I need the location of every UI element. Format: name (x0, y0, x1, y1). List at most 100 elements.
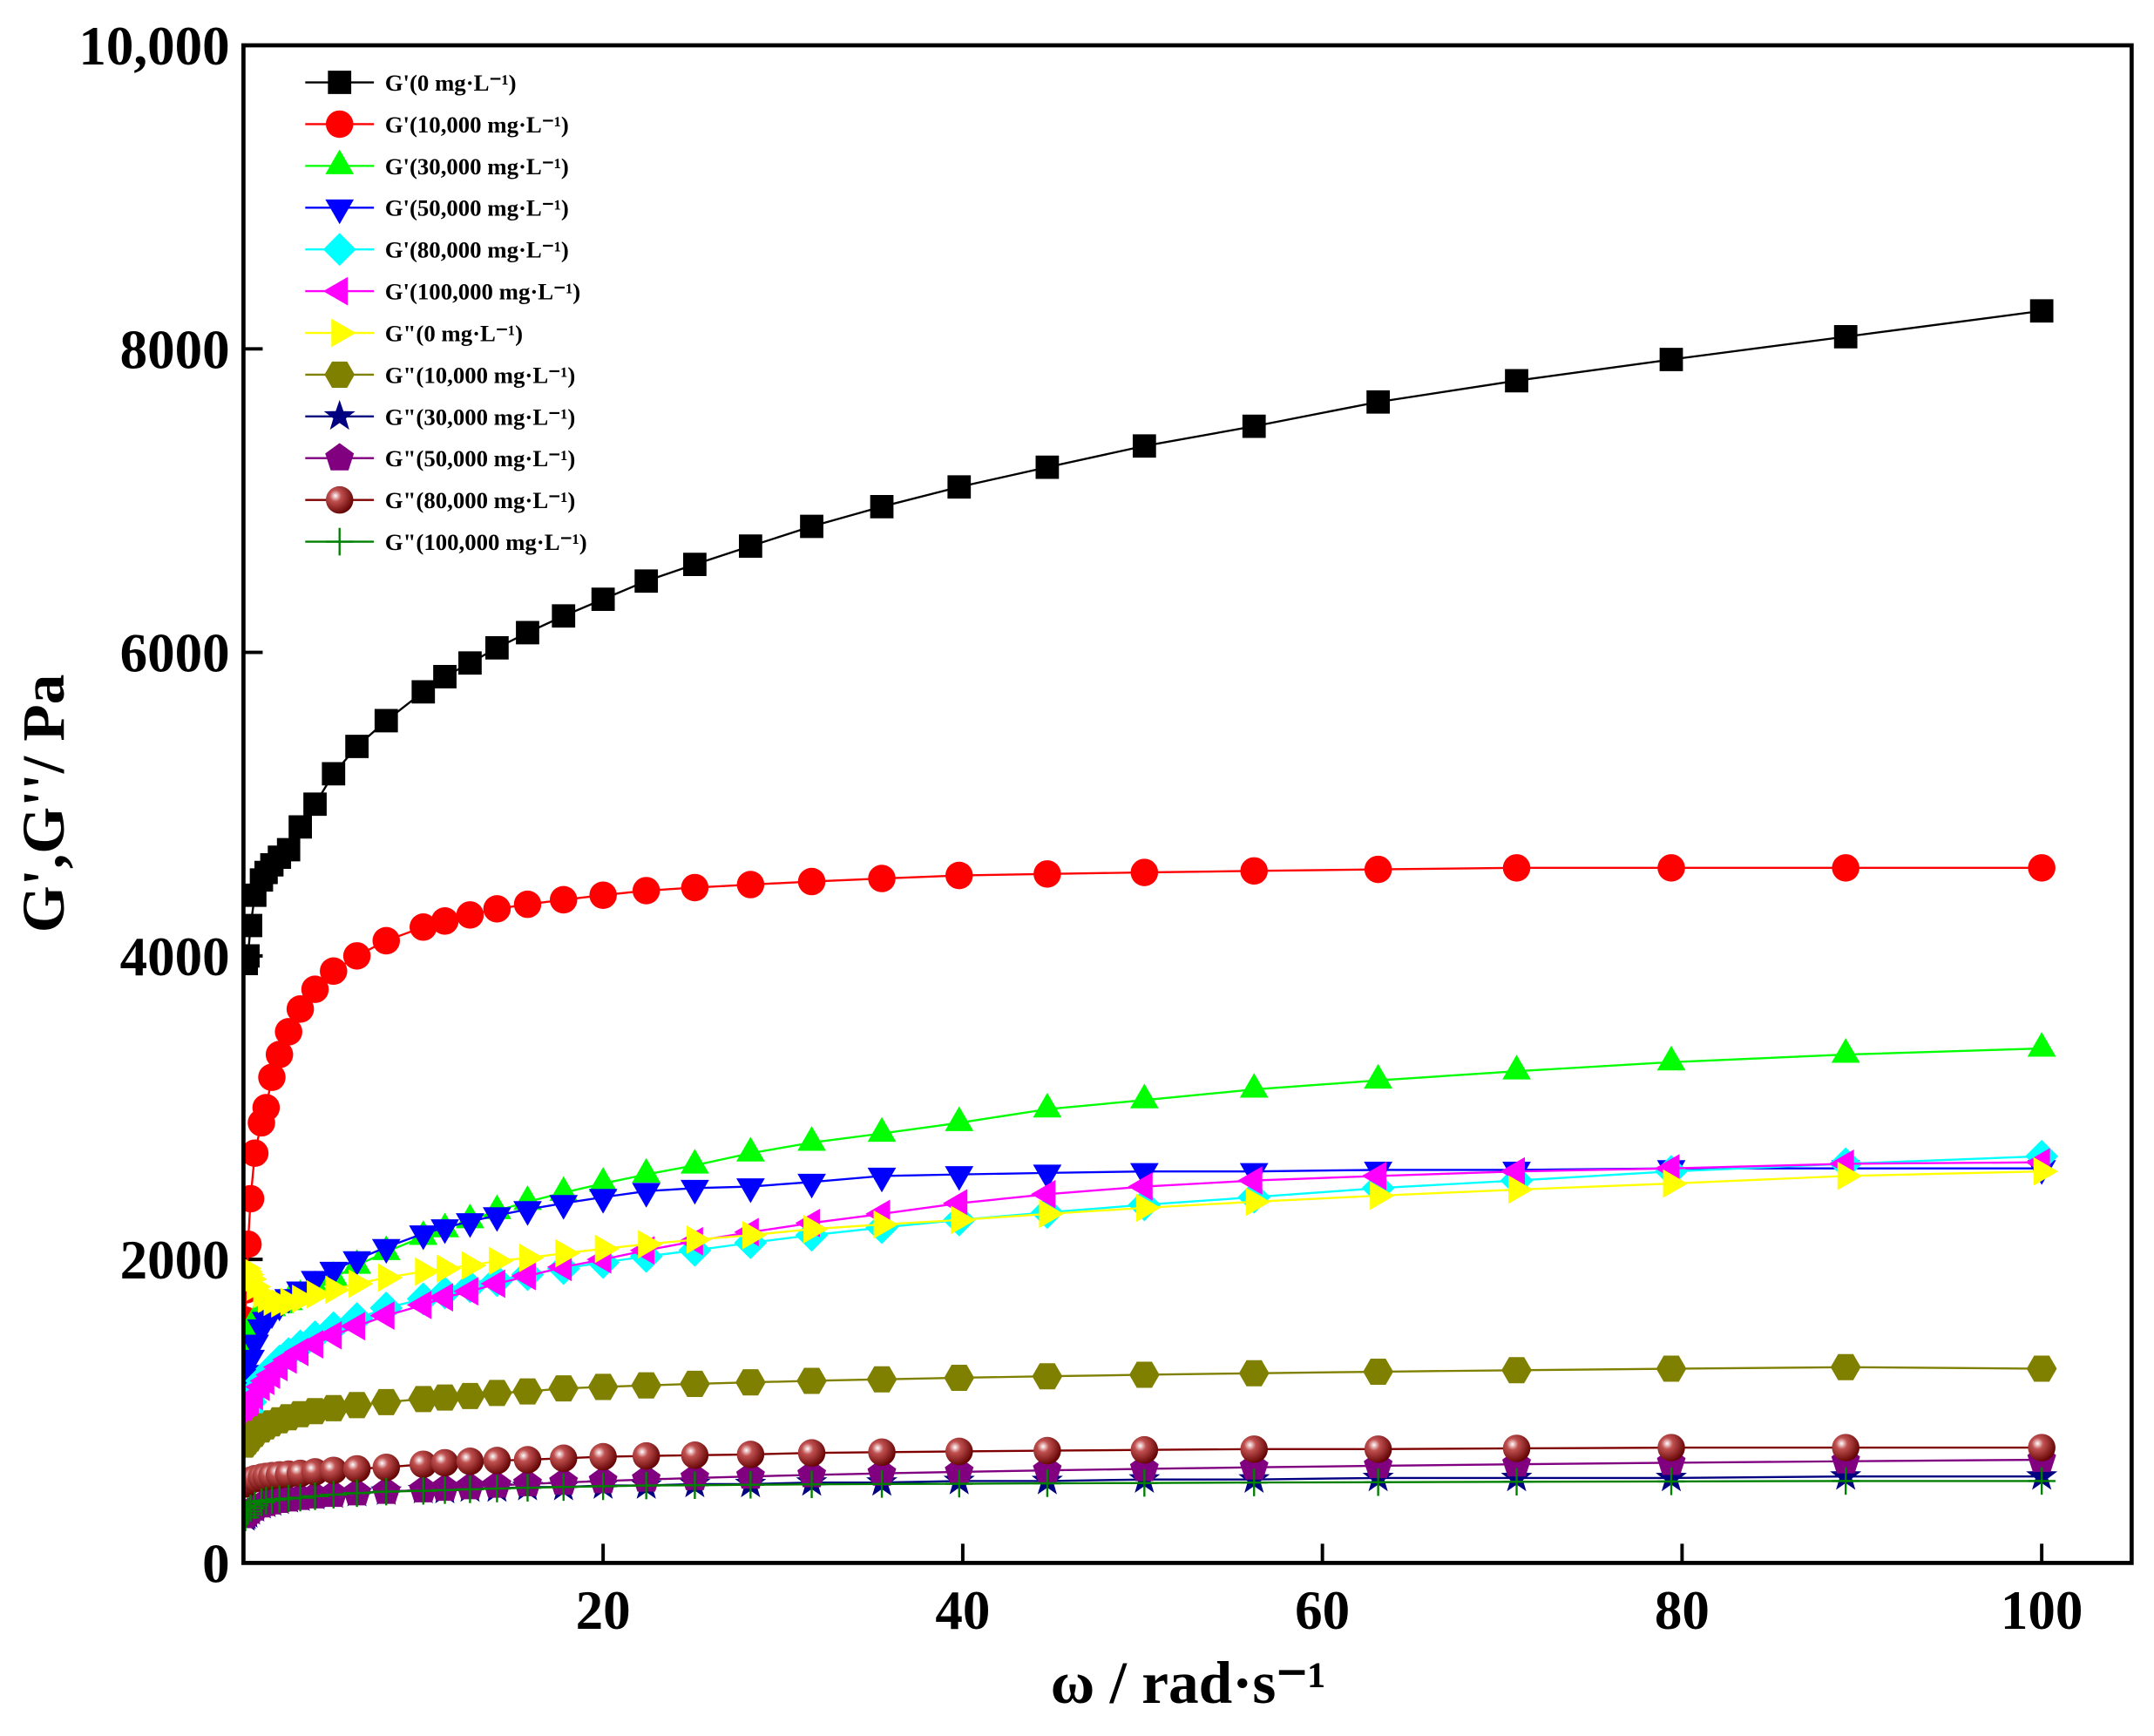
marker (1033, 860, 1061, 888)
legend-marker (324, 361, 356, 388)
legend-marker (331, 318, 356, 348)
marker (1240, 857, 1268, 885)
marker (369, 1301, 395, 1330)
legend-label: G'(50,000 mg·L⁻¹) (385, 195, 569, 221)
marker (1832, 854, 1859, 882)
y-tick-label: 8000 (120, 319, 230, 380)
marker (243, 1349, 265, 1375)
marker (951, 1205, 976, 1235)
y-tick-label: 6000 (120, 623, 230, 684)
marker (1240, 1468, 1268, 1496)
marker (797, 1173, 826, 1199)
legend-marker (322, 233, 356, 267)
marker (868, 1470, 896, 1498)
marker (433, 665, 457, 688)
marker (410, 1450, 437, 1478)
marker (480, 1269, 505, 1299)
marker (797, 1126, 826, 1151)
marker (868, 1438, 896, 1467)
marker (519, 1244, 545, 1272)
marker (437, 1254, 462, 1283)
marker (736, 1136, 765, 1162)
marker (587, 1373, 619, 1400)
legend-label: G"(30,000 mg·L⁻¹) (385, 403, 576, 430)
marker (797, 867, 826, 896)
marker (342, 1392, 372, 1419)
series (243, 1434, 2056, 1498)
marker (796, 1367, 827, 1394)
marker (2028, 1467, 2056, 1495)
marker (430, 1476, 459, 1504)
marker (243, 913, 262, 938)
legend-label: G"(50,000 mg·L⁻¹) (385, 445, 576, 471)
marker (370, 1388, 402, 1415)
marker (485, 635, 509, 660)
marker (1032, 1363, 1063, 1390)
marker (632, 1183, 661, 1208)
marker (1657, 854, 1685, 882)
marker (409, 1225, 438, 1251)
marker (411, 680, 436, 704)
marker (428, 1283, 453, 1312)
marker (483, 895, 511, 923)
legend-label: G"(80,000 mg·L⁻¹) (385, 487, 576, 513)
x-tick-label: 80 (1655, 1580, 1710, 1641)
marker (549, 1176, 579, 1201)
marker (243, 1230, 262, 1258)
marker (1128, 1361, 1160, 1388)
marker (298, 1330, 323, 1360)
marker (1366, 390, 1391, 414)
marker (742, 1220, 768, 1250)
marker (736, 1178, 765, 1204)
marker (292, 1285, 317, 1313)
marker (349, 1269, 374, 1299)
marker (2033, 1156, 2059, 1186)
marker (430, 1219, 459, 1244)
marker (1502, 1434, 1531, 1462)
series (243, 1148, 2050, 1436)
marker (870, 495, 894, 519)
marker (549, 1444, 578, 1473)
marker (455, 1382, 485, 1409)
marker (243, 1184, 265, 1213)
marker (307, 1279, 332, 1309)
marker (1656, 1045, 1686, 1071)
marker (736, 1470, 765, 1499)
marker (632, 877, 660, 905)
marker (1240, 1435, 1268, 1463)
marker (483, 1447, 511, 1475)
marker (372, 1477, 401, 1506)
marker (1364, 1063, 1392, 1089)
y-tick-label: 10,000 (78, 16, 229, 77)
marker (243, 944, 260, 968)
marker (456, 901, 484, 929)
marker (1245, 1187, 1271, 1217)
marker (1833, 324, 1858, 349)
marker (513, 890, 542, 919)
marker (634, 569, 659, 593)
marker (1364, 855, 1392, 884)
marker (1364, 1468, 1392, 1496)
marker (1501, 1357, 1532, 1384)
marker (1238, 1360, 1270, 1387)
marker (430, 907, 459, 935)
marker (303, 792, 327, 817)
marker (867, 1167, 897, 1193)
marker (800, 514, 823, 539)
marker (736, 871, 765, 899)
marker (552, 604, 576, 628)
marker (1659, 348, 1683, 371)
legend-marker (325, 149, 355, 174)
marker (632, 1471, 660, 1500)
marker (738, 534, 762, 559)
marker (1832, 1434, 1859, 1461)
marker (945, 1437, 973, 1466)
marker (410, 913, 437, 941)
marker (594, 1234, 620, 1264)
marker (415, 1257, 440, 1286)
legend-label: G"(10,000 mg·L⁻¹) (385, 362, 576, 388)
x-tick-label: 100 (2001, 1580, 2083, 1641)
marker (1832, 1467, 1859, 1495)
marker (944, 1364, 975, 1391)
legend-label: G"(100,000 mg·L⁻¹) (385, 529, 587, 555)
